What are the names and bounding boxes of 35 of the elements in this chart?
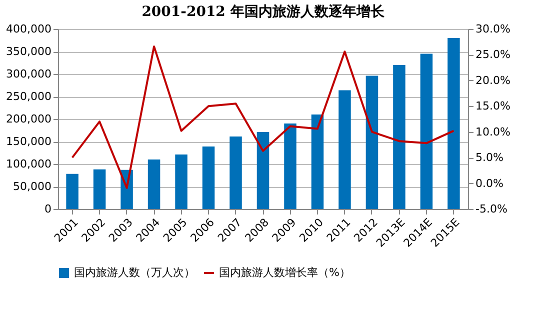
y-tick-label: 50,000 — [13, 180, 52, 193]
y2-tick-label: 25.0% — [476, 48, 510, 62]
bar — [66, 174, 78, 209]
bar — [366, 76, 378, 209]
bar — [148, 160, 160, 209]
y2-tick-label: 15.0% — [476, 100, 510, 113]
line-series — [71, 45, 455, 189]
y-tick-label: 0 — [44, 202, 52, 216]
y-tick-label: 150,000 — [6, 135, 52, 148]
y-tick-label: 400,000 — [6, 22, 52, 36]
y2-tick-label: 30.0% — [476, 22, 510, 36]
y-tick-label: 350,000 — [6, 45, 52, 58]
bar — [175, 154, 188, 209]
chart-title: 2001-2012 年国内旅游人数逐年增长 — [142, 4, 386, 20]
legend-label: 国内旅游人数增长率（%） — [219, 266, 350, 279]
bar — [393, 65, 406, 209]
y2-tick-label: -5.0% — [476, 202, 508, 216]
legend-label: 国内旅游人数（万人次） — [74, 266, 195, 279]
y-tick-label: 200,000 — [6, 112, 52, 126]
bar — [256, 132, 270, 209]
y-tick-label: 300,000 — [6, 68, 52, 80]
y2-tick-label: 0.0% — [476, 176, 504, 190]
y2-tick-label: 10.0% — [476, 125, 510, 138]
y-tick-label: 100,000 — [6, 158, 52, 170]
y2-tick-label: 5.0% — [476, 151, 504, 164]
bar — [93, 169, 106, 209]
bar — [230, 136, 242, 209]
bar — [284, 124, 296, 209]
bar — [420, 54, 433, 209]
bar — [338, 90, 351, 209]
bar — [311, 114, 324, 209]
y-tick-label: 250,000 — [6, 90, 52, 103]
bar — [448, 38, 460, 209]
bar — [202, 146, 215, 209]
y2-tick-label: 20.0% — [476, 74, 510, 87]
